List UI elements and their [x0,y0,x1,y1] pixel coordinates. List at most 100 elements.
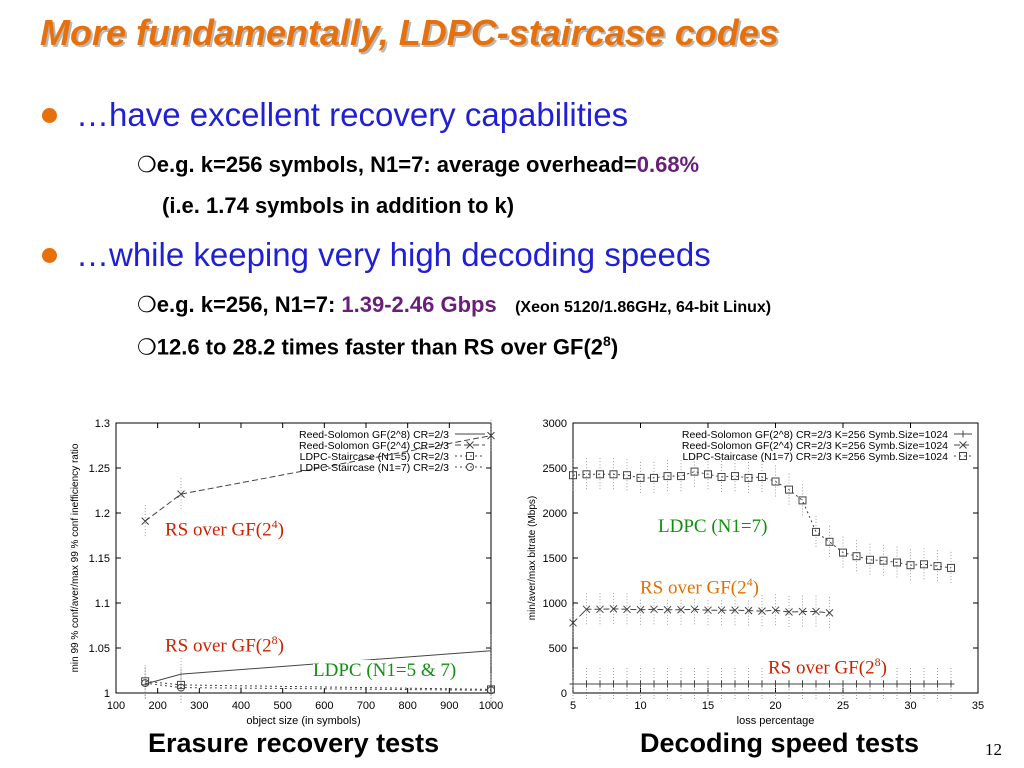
y-tick-label: 1500 [543,553,567,565]
data-point [866,555,874,564]
data-point [650,680,658,688]
x-tick-label: 1000 [479,700,503,712]
y-axis-label: min/aver/max bitrate (Mbps) [527,496,538,620]
data-point [717,606,726,615]
data-point [785,680,793,688]
sub-bullet-2-2: ❍12.6 to 28.2 times faster than RS over … [137,333,619,361]
data-point [758,680,766,688]
legend-marker [466,452,474,460]
caption-decoding-speed: Decoding speed tests [640,728,920,758]
y-tick-label: 1.1 [95,598,110,610]
x-tick-label: 900 [440,700,458,712]
y-tick-label: 500 [549,643,567,655]
data-point [745,680,752,688]
slide-title: More fundamentally, LDPC-staircase codes [40,12,779,53]
data-point [866,680,874,688]
data-point [609,604,618,613]
hollow-circle-bullet-icon: ❍ [137,153,157,178]
plot-frame [572,422,979,694]
legend-entry: Reed-Solomon GF(2^4) CR=2/3 [299,440,449,452]
data-point [812,527,820,536]
data-point [636,473,645,482]
x-tick-label: 15 [702,700,714,712]
x-tick-label: 200 [148,700,166,712]
y-tick-label: 1.15 [89,553,110,565]
data-point [825,609,834,617]
y-tick-label: 1.2 [95,508,110,520]
data-point [596,680,604,688]
x-tick-label: 100 [107,700,125,712]
y-tick-label: 3000 [543,418,567,430]
y-tick-label: 1.25 [89,463,110,475]
legend-entry: LDPC-Staircase (N1=7) CR=2/3 [300,462,450,474]
data-point [934,680,941,688]
caption-erasure-recovery: Erasure recovery tests [148,728,440,758]
erasure-recovery-plot: 100 200 300 400 500 600 700 800 900 1000 1 1.05 1.1 1… [70,418,503,727]
erasure-recovery-chart: 100 200 300 400 500 600 700 800 900 1000 1 1.05 1.1 1… [40,405,520,735]
data-point [677,680,685,688]
x-tick-label: 300 [190,700,208,712]
data-point [704,680,712,688]
legend-marker [959,430,967,438]
data-point [664,680,671,688]
data-point [717,473,726,481]
data-point [623,680,631,688]
y-tick-label: 2500 [543,463,567,475]
series-line [145,682,492,691]
data-point [853,680,860,688]
data-point [920,680,928,688]
data-point [731,472,739,481]
y-tick-label: 1000 [543,598,567,610]
y-tick-label: 2000 [543,508,567,520]
hollow-circle-bullet-icon: ❍ [137,335,157,361]
x-tick-label: 400 [232,700,250,712]
data-point [852,552,861,561]
legend-marker [466,441,474,449]
data-point [569,471,577,480]
sub-bullet-1-1: ❍e.g. k=256 symbols, N1=7: average overh… [137,152,700,178]
decoding-speed-plot: 5 10 15 20 25 30 35 0 500 1000 1500 2000 2500 3000 los… [527,418,984,727]
data-point [839,680,847,688]
x-axis-label: loss percentage [737,715,815,727]
x-tick-label: 25 [837,700,849,712]
data-point [704,606,712,615]
annotation-rs-gf24-left: RS over GF(24) [165,517,284,542]
data-point [799,680,806,688]
data-point [690,467,699,476]
data-point [596,605,604,614]
legend-marker [959,452,967,460]
data-point [758,607,766,615]
overhead-value: 0.68% [636,152,700,177]
annotation-rs-gf28-left: RS over GF(28) [165,633,284,658]
data-point [744,473,753,482]
data-point [583,680,590,688]
data-point [771,477,780,486]
legend-entry: Reed-Solomon GF(2^4) CR=2/3 K=256 Symb.S… [682,440,948,452]
data-point [677,472,685,481]
data-point [812,680,820,688]
data-point [825,537,834,546]
bullet-2: …while keeping very high decoding speeds [76,236,711,273]
data-point [569,680,577,688]
data-point [839,548,847,557]
data-point [691,680,698,688]
x-tick-label: 700 [357,700,375,712]
x-tick-label: 800 [398,700,416,712]
x-tick-label: 5 [570,700,576,712]
x-tick-label: 500 [273,700,291,712]
data-point [623,471,631,480]
data-point [826,680,833,688]
sub-bullet-1-2: (i.e. 1.74 symbols in addition to k) [162,193,515,218]
data-point [785,608,793,616]
data-point [663,605,672,614]
data-point [771,606,780,615]
x-axis-label: object size (in symbols) [246,715,360,727]
data-point [582,470,591,479]
legend-entry: Reed-Solomon GF(2^8) CR=2/3 K=256 Symb.S… [682,429,948,441]
data-point [141,517,150,525]
legend-marker [466,463,474,471]
hollow-circle-bullet-icon: ❍ [137,293,157,318]
bullet-dot-1 [42,108,57,123]
x-tick-label: 10 [634,700,646,712]
data-point [893,680,901,688]
